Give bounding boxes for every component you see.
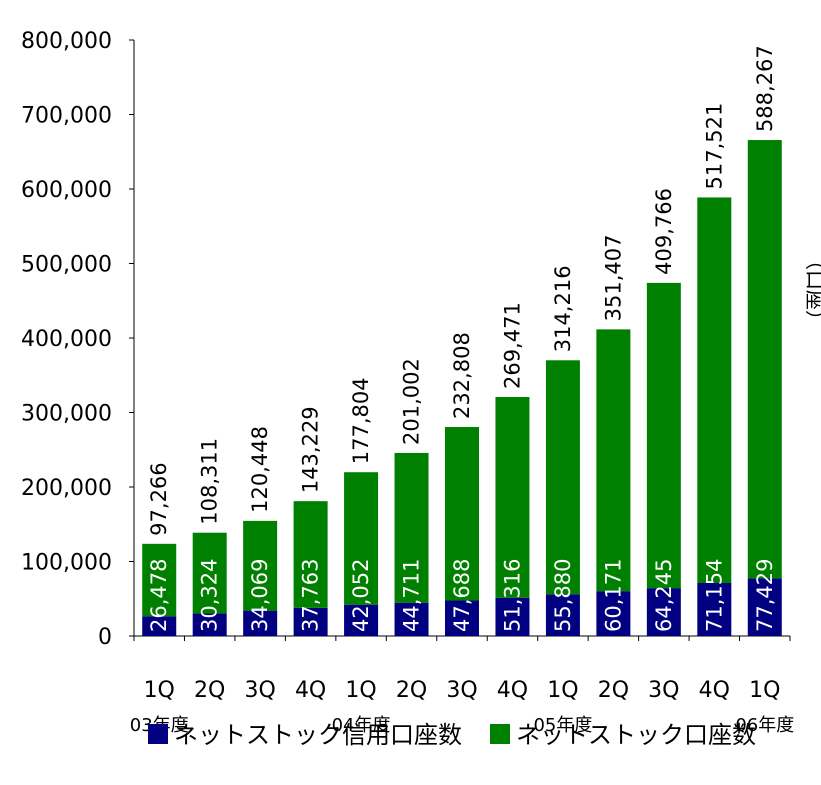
bar-stock-accounts — [394, 452, 429, 603]
bar-stock-accounts — [142, 543, 177, 617]
bar-stock-accounts — [243, 520, 278, 611]
value-labels: 26,478 97,266 30,324 108,311 34,069 120,448 37… — [147, 45, 777, 632]
value-label-credit: 37,763 — [299, 559, 323, 632]
y-tick-label: 0 — [98, 625, 112, 650]
bar-stock-accounts — [293, 501, 328, 608]
legend-swatch-credit — [148, 724, 168, 744]
y-tick-label: 500,000 — [21, 253, 112, 278]
value-label-credit: 26,478 — [147, 559, 171, 632]
x-tick-label: 2Q — [194, 678, 225, 703]
bar-credit-accounts — [545, 594, 580, 636]
year-label: 06年度 — [735, 715, 794, 736]
y-axis: 0 100,000 200,000 300,000 400,000 500,000 600,… — [21, 29, 135, 650]
value-label-credit: 30,324 — [198, 559, 222, 632]
bar-stock-accounts — [646, 282, 681, 589]
value-label-stock: 143,229 — [299, 406, 323, 493]
value-label-credit: 47,688 — [450, 559, 474, 632]
value-label-stock: 409,766 — [652, 188, 676, 275]
bar-stock-accounts — [445, 427, 479, 601]
y-tick-label: 300,000 — [21, 402, 112, 427]
bar-stock-accounts — [596, 329, 631, 592]
legend-label-stock: ネットストック口座数 — [516, 721, 756, 749]
value-label-stock: 97,266 — [147, 462, 171, 535]
x-axis: 1Q 2Q 3Q 4Q 1Q 2Q 3Q 4Q 1Q 2Q 3Q 4Q 1Q — [133, 635, 791, 703]
bar-credit-accounts — [293, 607, 328, 636]
legend-label-credit: ネットストック信用口座数 — [174, 721, 462, 749]
x-tick-label: 3Q — [244, 678, 275, 703]
value-label-credit: 34,069 — [248, 559, 272, 632]
bar-stock-accounts — [545, 360, 580, 595]
value-label-stock: 108,311 — [198, 438, 222, 525]
x-tick-label: 3Q — [446, 678, 477, 703]
value-label-stock: 177,804 — [349, 377, 373, 464]
year-label: 05年度 — [533, 715, 592, 736]
bar-credit-accounts — [747, 578, 782, 636]
year-label: 04年度 — [332, 715, 391, 736]
bar-stock-accounts — [495, 397, 530, 598]
x-tick-label: 1Q — [547, 678, 578, 703]
value-label-stock: 314,216 — [551, 265, 575, 352]
y-tick-label: 600,000 — [21, 178, 112, 203]
x-tick-label: 1Q — [749, 678, 780, 703]
unit-label: （口座） — [803, 250, 821, 330]
bar-credit-accounts — [344, 604, 379, 636]
value-label-stock: 232,808 — [450, 332, 474, 419]
value-label-credit: 71,154 — [702, 559, 726, 632]
legend-swatch-stock — [490, 724, 510, 744]
year-labels: 03年度04年度05年度06年度 — [130, 715, 794, 736]
x-tick-label: 4Q — [295, 678, 326, 703]
y-tick-label: 800,000 — [21, 29, 112, 54]
x-tick-label: 3Q — [648, 678, 679, 703]
bar-credit-accounts — [646, 588, 681, 636]
bar-credit-accounts — [495, 597, 530, 636]
value-label-credit: 44,711 — [400, 559, 424, 632]
x-tick-label: 1Q — [345, 678, 376, 703]
value-label-stock: 351,407 — [601, 235, 625, 322]
value-label-credit: 77,429 — [753, 559, 777, 632]
value-label-stock: 517,521 — [702, 103, 726, 190]
bars — [142, 140, 782, 636]
legend: ネットストック信用口座数 ネットストック口座数 — [148, 721, 756, 749]
value-label-stock: 201,002 — [400, 358, 424, 445]
bar-stock-accounts — [192, 532, 227, 614]
value-label-credit: 64,245 — [652, 559, 676, 632]
value-label-credit: 42,052 — [349, 559, 373, 632]
value-label-stock: 588,267 — [753, 45, 777, 132]
x-tick-label: 4Q — [699, 678, 730, 703]
value-label-credit: 60,171 — [601, 559, 625, 632]
y-tick-label: 700,000 — [21, 104, 112, 129]
y-tick-label: 200,000 — [21, 476, 112, 501]
value-label-credit: 55,880 — [551, 559, 575, 632]
x-tick-label: 1Q — [144, 678, 175, 703]
bar-credit-accounts — [596, 591, 631, 636]
value-label-stock: 269,471 — [500, 302, 524, 389]
y-tick-label: 100,000 — [21, 551, 112, 576]
unit-label-group: （口座） — [803, 250, 821, 330]
x-tick-label: 2Q — [396, 678, 427, 703]
bar-credit-accounts — [697, 582, 732, 636]
bar-credit-accounts — [445, 600, 479, 636]
bar-stock-accounts — [747, 140, 782, 579]
bar-stock-accounts — [344, 472, 379, 605]
x-tick-label: 2Q — [598, 678, 629, 703]
bar-credit-accounts — [394, 602, 429, 636]
bar-credit-accounts — [243, 610, 278, 636]
y-tick-label: 400,000 — [21, 327, 112, 352]
bar-credit-accounts — [192, 613, 227, 636]
bar-stock-accounts — [697, 197, 732, 583]
x-tick-label: 4Q — [497, 678, 528, 703]
bar-credit-accounts — [142, 616, 177, 636]
value-label-stock: 120,448 — [248, 426, 272, 513]
value-label-credit: 51,316 — [500, 559, 524, 632]
